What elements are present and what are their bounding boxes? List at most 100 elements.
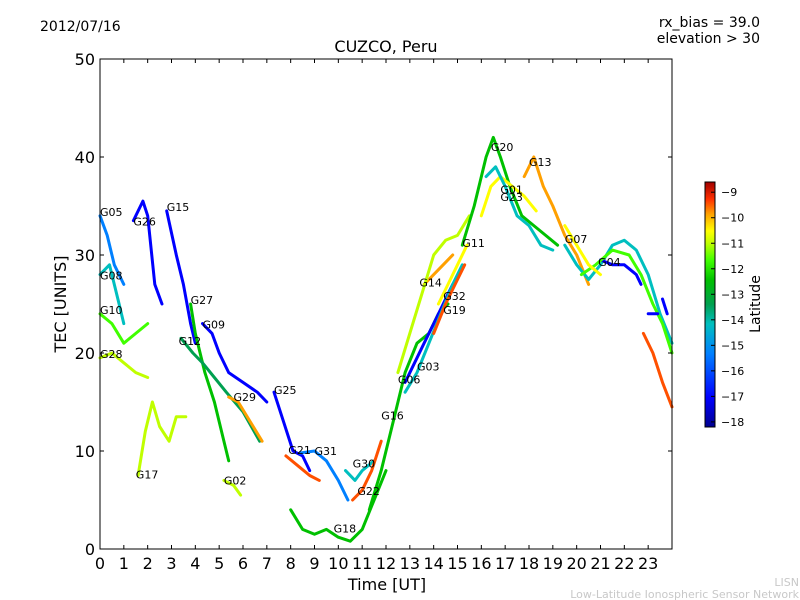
x-tick-label: 13 [400, 554, 420, 573]
x-tick-label: 11 [352, 554, 372, 573]
x-tick-label: 8 [286, 554, 296, 573]
series-label-g06: G06 [398, 373, 421, 386]
colorbar-ticks: −9 −10 −11 −12 −13 −14 −15 −16 −17 −18 [711, 186, 744, 429]
series-line-g11 [396, 214, 471, 375]
series-line-g04 [599, 258, 643, 286]
series-line-g20 [460, 135, 560, 247]
x-tick-label: 3 [166, 554, 176, 573]
x-tick-label: 19 [543, 554, 563, 573]
x-tick-label: 7 [262, 554, 272, 573]
elevation-label: elevation > 30 [657, 31, 760, 47]
footer-network: Low-Latitude Ionospheric Sensor Network [570, 588, 799, 600]
x-tick-label: 4 [190, 554, 200, 573]
colorbar-tick-label: −15 [721, 339, 744, 352]
series-line-g25 [272, 390, 312, 473]
series-label-g22: G22 [357, 485, 380, 498]
x-tick-label: 2 [143, 554, 153, 573]
series-line-g13 [522, 155, 591, 286]
x-tick-label: 18 [519, 554, 539, 573]
series-line-g32 [436, 243, 469, 306]
series-label-g15: G15 [167, 201, 190, 214]
series-label-g20: G20 [491, 141, 514, 154]
series-label-g26: G26 [133, 216, 156, 229]
series-layer [98, 135, 674, 543]
x-tick-label: 6 [238, 554, 248, 573]
axis-layer: 0 1 2 3 4 5 6 7 8 9 10 11 12 13 14 15 16 17 18 19 20 21 22 2301… [75, 50, 672, 573]
series-line-g05 [98, 214, 126, 286]
series-label-g27: G27 [191, 294, 214, 307]
colorbar-label: Latitude [748, 275, 764, 333]
footer-lisn: LISN [774, 576, 799, 589]
colorbar-tick-label: −14 [721, 314, 744, 327]
colorbar-tick-label: −13 [721, 288, 744, 301]
series-line-g14 [422, 253, 455, 286]
series-line-g26 [131, 199, 164, 306]
series-line-g22 [351, 439, 383, 502]
x-tick-label: 14 [423, 554, 443, 573]
x-tick-label: 1 [119, 554, 129, 573]
colorbar-tick-label: −17 [721, 390, 744, 403]
series-line-g10 [98, 312, 150, 345]
series-label-g31: G31 [315, 445, 338, 458]
series-label-g11: G11 [462, 237, 485, 250]
y-axis-title: TEC [UNITS] [51, 256, 70, 354]
series-line-g09 [201, 322, 269, 404]
y-tick-label: 30 [75, 246, 95, 265]
x-tick-label: 16 [471, 554, 491, 573]
x-axis-title: Time [UT] [347, 575, 426, 594]
date-label: 2012/07/16 [40, 19, 121, 35]
x-tick-label: 20 [566, 554, 586, 573]
x-tick-label: 15 [447, 554, 467, 573]
series-label-g04: G04 [598, 256, 621, 269]
x-tick-label: 22 [614, 554, 634, 573]
series-line-g33 [563, 224, 602, 277]
series-label-g02: G02 [224, 474, 247, 487]
series-line-g24 [579, 248, 674, 355]
colorbar-tick-label: −16 [721, 365, 744, 378]
colorbar-tick-label: −18 [721, 416, 744, 429]
series-label-g30: G30 [353, 458, 376, 471]
series-label-g08: G08 [100, 270, 123, 283]
series-line-g02 [222, 478, 243, 497]
x-tick-label: 5 [214, 554, 224, 573]
x-tick-label: 10 [328, 554, 348, 573]
series-line-g08 [98, 263, 126, 326]
y-tick-label: 10 [75, 442, 95, 461]
series-line-g29 [227, 395, 264, 443]
series-label-g14: G14 [419, 276, 442, 289]
series-label-g23: G23 [500, 191, 523, 204]
series-line-g35 [661, 297, 669, 316]
chart-title: CUZCO, Peru [334, 37, 437, 56]
series-label-g09: G09 [203, 319, 226, 332]
series-label-g07: G07 [565, 233, 588, 246]
series-label-g13: G13 [529, 156, 552, 169]
x-tick-label: 0 [95, 554, 105, 573]
y-tick-label: 20 [75, 344, 95, 363]
x-tick-label: 12 [376, 554, 396, 573]
series-label-g19: G19 [443, 304, 466, 317]
x-tick-label: 23 [638, 554, 658, 573]
series-label-g01: G01 [500, 183, 523, 196]
series-label-g05: G05 [100, 206, 123, 219]
series-label-g16: G16 [381, 410, 404, 423]
series-line-g01 [479, 175, 538, 218]
series-label-g18: G18 [334, 522, 357, 535]
series-line-g23 [484, 165, 555, 252]
colorbar-tick-label: −10 [721, 212, 744, 225]
series-line-g21 [284, 454, 321, 482]
colorbar [704, 181, 716, 428]
y-tick-label: 40 [75, 148, 95, 167]
series-line-g31 [298, 449, 350, 502]
series-line-g28 [98, 351, 150, 379]
colorbar-tick-label: −12 [721, 263, 744, 276]
x-tick-label: 9 [309, 554, 319, 573]
x-tick-label: 17 [495, 554, 515, 573]
series-line-g34 [641, 331, 674, 409]
series-label-g10: G10 [100, 304, 123, 317]
series-line-g30 [344, 459, 376, 482]
series-label-g17: G17 [136, 468, 159, 481]
colorbar-tick-label: −11 [721, 237, 744, 250]
series-label-g25: G25 [274, 384, 297, 397]
